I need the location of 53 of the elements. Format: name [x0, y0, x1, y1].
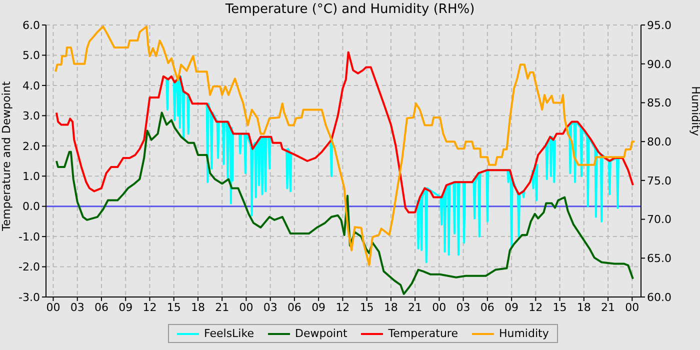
x-tick-label: 00: [432, 300, 446, 314]
chart-title: Temperature (°C) and Humidity (RH%): [224, 2, 476, 17]
y2-tick-label: 90.0: [647, 58, 672, 71]
x-tick-label: 18: [576, 300, 591, 314]
x-tick-label: 09: [118, 300, 133, 314]
line-series: [54, 26, 636, 266]
x-tick-label: 03: [263, 300, 278, 314]
x-tick-label: 12: [142, 300, 157, 314]
x-tick-label: 15: [552, 300, 567, 314]
x-tick-label: 21: [601, 300, 616, 314]
y-tick-label: -3.0: [18, 290, 40, 304]
y2-tick-label: 70.0: [647, 213, 672, 226]
x-tick-label: 03: [70, 300, 84, 314]
y-tick-label: 1.0: [22, 170, 40, 184]
legend-label: FeelsLike: [204, 327, 254, 340]
y2-tick-label: 75.0: [647, 174, 672, 188]
y-tick-label: 0.0: [22, 200, 40, 214]
y2-tick-label: 80.0: [647, 135, 672, 148]
x-tick-label: 06: [94, 300, 108, 314]
y2-tick-label: 65.0: [647, 252, 672, 266]
y2-tick-label: 95.0: [647, 18, 672, 32]
y2-tick-label: 85.0: [647, 96, 672, 110]
x-tick-label: 15: [360, 300, 374, 314]
x-tick-label: 00: [46, 300, 60, 314]
x-tick-label: 12: [528, 300, 543, 314]
x-tick-label: 18: [384, 300, 398, 314]
y-tick-label: 2.0: [22, 140, 40, 153]
x-tick-label: 00: [625, 300, 640, 314]
x-tick-label: 12: [336, 300, 350, 314]
x-tick-label: 06: [287, 300, 302, 314]
x-tick-label: 09: [312, 300, 326, 314]
legend-label: Temperature: [388, 327, 458, 340]
y-tick-label: 4.0: [22, 79, 40, 92]
x-tick-label: 00: [239, 300, 254, 314]
line-series: [55, 51, 634, 214]
y-tick-label: -1.0: [18, 230, 40, 244]
y2-tick-label: 60.0: [647, 290, 672, 304]
x-tick-label: 09: [504, 300, 519, 314]
x-tick-label: 18: [190, 300, 205, 314]
x-tick-label: 21: [215, 300, 230, 314]
y2-axis-title: Humidity: [689, 86, 700, 136]
y-axis-title: Temperature and Dewpoint: [0, 80, 13, 232]
x-tick-label: 06: [480, 300, 494, 314]
y-tick-label: -2.0: [18, 260, 40, 274]
y-tick-label: 3.0: [22, 110, 40, 123]
y-tick-label: 5.0: [22, 49, 40, 62]
x-tick-label: 03: [456, 300, 470, 314]
legend-label: Dewpoint: [294, 327, 348, 340]
legend-label: Humidity: [498, 327, 549, 340]
x-tick-label: 21: [408, 300, 422, 314]
x-tick-label: 15: [166, 300, 181, 314]
line-series: [55, 112, 634, 295]
y-tick-label: 6.0: [22, 18, 40, 32]
